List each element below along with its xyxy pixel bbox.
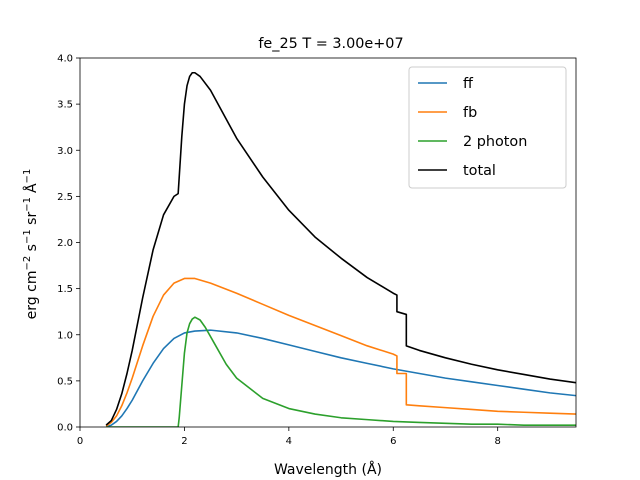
y-axis-label-exp-1: −2 [22,256,33,271]
y-axis-label-exp-4: −1 [22,169,33,184]
y-axis-label-angstrom: Å [23,183,40,193]
y-axis-label: erg cm−2 s−1 sr−1Å−1 [22,169,40,320]
legend-label-1: ff [463,76,474,92]
legend-label-2: fb [463,105,477,121]
x-axis-label: Wavelength (Å) [274,461,382,478]
x-axis: 0 2 4 6 8 [77,427,501,447]
y-tick-label-9: 4.0 [57,54,73,65]
y-axis-label-main: erg cm [24,271,40,320]
x-tick-label-1: 0 [77,436,83,447]
y-axis-label-exp-3: −1 [22,197,33,212]
y-axis-label-sr: sr [24,212,40,230]
y-axis: 0.0 0.5 1.0 1.5 2.0 2.5 3.0 3.5 4.0 [57,54,80,434]
y-tick-label-8: 3.5 [57,100,73,111]
legend-label-4: total [463,163,496,179]
plot-frame [79,57,577,428]
x-tick-label-5: 8 [494,436,500,447]
legend-box [408,66,567,189]
legend: ff fb 2 photon total [408,66,567,189]
chart-title: fe_25 T = 3.00e+07 [258,36,403,52]
x-tick-label-3: 4 [286,436,292,447]
series-line-2 [105,277,576,427]
series-line-4 [105,71,576,426]
legend-label-3: 2 photon [463,134,527,150]
y-tick-label-5: 2.0 [57,238,73,249]
plot-area [105,71,576,427]
y-tick-label-3: 1.0 [57,330,73,341]
y-axis-label-exp-2: −1 [22,229,33,244]
y-tick-label-1: 0.0 [57,423,73,434]
y-tick-label-6: 2.5 [57,192,73,203]
series-line-3 [106,316,576,427]
series-line-1 [105,329,576,427]
y-tick-label-7: 3.0 [57,146,73,157]
x-tick-label-4: 6 [390,436,396,447]
x-tick-label-2: 2 [181,436,187,447]
y-tick-label-4: 1.5 [57,284,73,295]
y-axis-label-s: s [24,244,40,256]
y-tick-label-2: 0.5 [57,376,73,387]
